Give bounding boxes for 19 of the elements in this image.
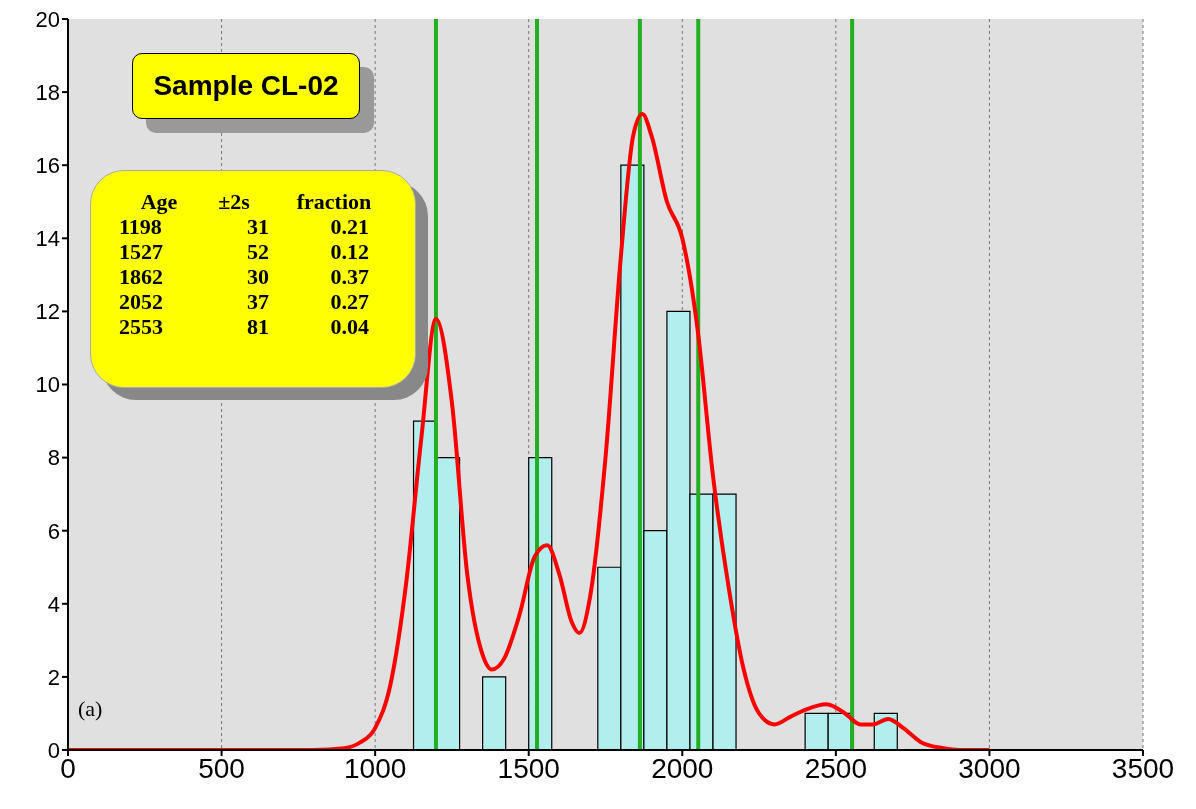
- y-tick-label: 14: [35, 226, 60, 252]
- y-tick-label: 2: [47, 664, 60, 690]
- x-tick-label: 2000: [651, 752, 714, 784]
- y-tick-label: 4: [47, 591, 60, 617]
- y-tick-label: 20: [35, 6, 60, 32]
- y-tick-label: 18: [35, 79, 60, 105]
- y-tick-label: 16: [35, 153, 60, 179]
- x-tick-label: 500: [198, 752, 245, 784]
- x-tick-label: 2500: [804, 752, 868, 784]
- x-tick-label: 1500: [497, 752, 560, 784]
- y-tick-label: 12: [35, 299, 60, 325]
- x-tick-label: 3000: [958, 752, 1021, 784]
- y-tick-label: 6: [47, 518, 60, 544]
- line-series: [68, 112, 992, 750]
- x-tick-label: 1000: [343, 752, 407, 784]
- x-tick-label: 3500: [1111, 752, 1175, 784]
- y-tick-label: 8: [47, 445, 60, 471]
- y-tick-label: 10: [35, 372, 60, 398]
- annotation: (a): [78, 696, 103, 722]
